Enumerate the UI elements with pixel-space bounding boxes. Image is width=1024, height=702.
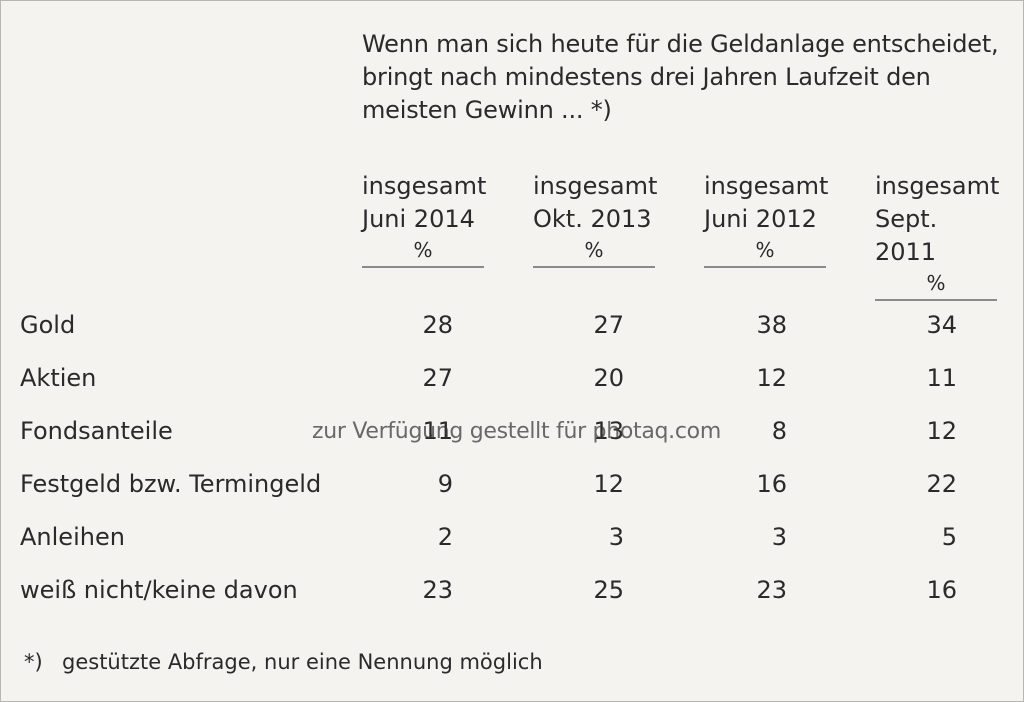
- table-cell: 16: [926, 576, 957, 604]
- table-cell: 23: [422, 576, 453, 604]
- column-header-line-2: Okt. 2013: [533, 205, 652, 233]
- table-cell: 20: [593, 364, 624, 392]
- column-unit: %: [584, 238, 604, 262]
- column-rule: [362, 266, 484, 268]
- table-cell: 3: [771, 523, 787, 551]
- column-header-line-2: Juni 2014: [362, 205, 475, 233]
- question-line-3: meisten Gewinn ... *): [362, 96, 612, 124]
- table-cell: 27: [422, 364, 453, 392]
- table-cell: 11: [926, 364, 957, 392]
- column-header-sept-2011: insgesamt Sept. 2011 %: [875, 170, 1005, 301]
- watermark: zur Verfügung gestellt für photaq.com: [312, 419, 721, 444]
- column-header-okt-2013: insgesamt Okt. 2013 %: [533, 170, 663, 268]
- table-cell: 13: [593, 417, 624, 445]
- column-unit: %: [755, 238, 775, 262]
- row-label: weiß nicht/keine davon: [20, 576, 298, 604]
- table-cell: 34: [926, 311, 957, 339]
- table-cell: 9: [437, 470, 453, 498]
- table-cell: 8: [771, 417, 787, 445]
- table-cell: 3: [608, 523, 624, 551]
- column-rule: [533, 266, 655, 268]
- table-cell: 28: [422, 311, 453, 339]
- table-cell: 23: [756, 576, 787, 604]
- row-label: Anleihen: [20, 523, 125, 551]
- column-rule: [875, 299, 997, 301]
- footnote: *) gestützte Abfrage, nur eine Nennung mö…: [24, 648, 543, 676]
- column-header-line-1: insgesamt: [704, 172, 829, 200]
- table-cell: 22: [926, 470, 957, 498]
- table-cell: 16: [756, 470, 787, 498]
- column-header-juni-2014: insgesamt Juni 2014 %: [362, 170, 492, 268]
- row-label: Festgeld bzw. Termingeld: [20, 470, 322, 498]
- column-header-juni-2012: insgesamt Juni 2012 %: [704, 170, 834, 268]
- column-header-line-1: insgesamt: [875, 172, 1000, 200]
- row-label: Aktien: [20, 364, 97, 392]
- table-cell: 12: [926, 417, 957, 445]
- table-cell: 5: [941, 523, 957, 551]
- footnote-text: gestützte Abfrage, nur eine Nennung mögl…: [62, 650, 543, 674]
- table-cell: 11: [422, 417, 453, 445]
- question-line-1: Wenn man sich heute für die Geldanlage e…: [362, 30, 999, 58]
- table-cell: 38: [756, 311, 787, 339]
- footnote-mark: *): [24, 650, 43, 674]
- question-line-2: bringt nach mindestens drei Jahren Laufz…: [362, 63, 931, 91]
- column-rule: [704, 266, 826, 268]
- column-unit: %: [926, 271, 946, 295]
- column-header-line-1: insgesamt: [362, 172, 487, 200]
- column-header-line-2: Sept. 2011: [875, 205, 938, 266]
- question-text: Wenn man sich heute für die Geldanlage e…: [362, 28, 1012, 127]
- row-label: Fondsanteile: [20, 417, 173, 445]
- table-cell: 12: [593, 470, 624, 498]
- table-cell: 2: [437, 523, 453, 551]
- table-cell: 25: [593, 576, 624, 604]
- column-header-line-1: insgesamt: [533, 172, 658, 200]
- column-header-line-2: Juni 2012: [704, 205, 817, 233]
- row-label: Gold: [20, 311, 76, 339]
- column-unit: %: [413, 238, 433, 262]
- table-cell: 27: [593, 311, 624, 339]
- table-cell: 12: [756, 364, 787, 392]
